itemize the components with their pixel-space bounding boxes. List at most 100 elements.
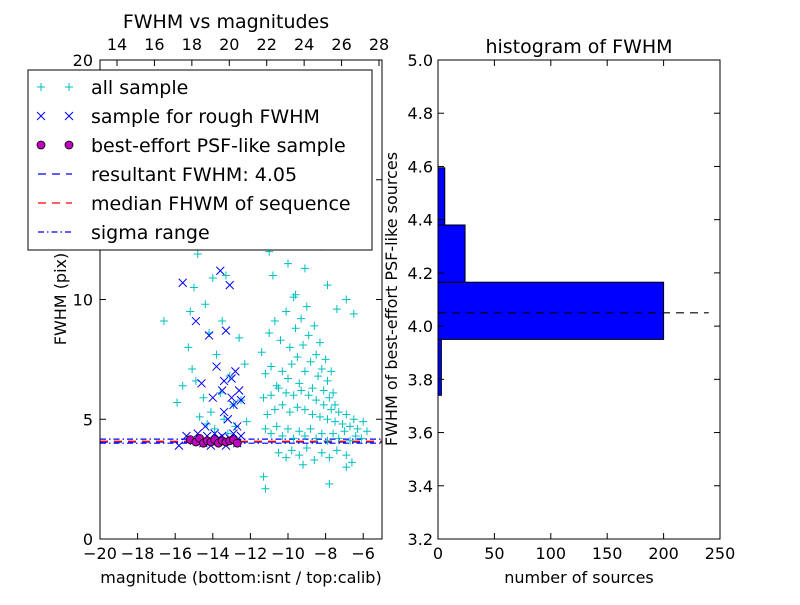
histogram-x-tick-label-3: 150 [592,544,623,563]
scatter-point-s0-6 [193,249,202,258]
scatter-point-s0-63 [291,324,300,333]
scatter-point-s0-2 [178,381,187,390]
legend-label-1: sample for rough FWHM [91,106,320,128]
scatter-point-s0-71 [306,357,315,366]
scatter-point-s0-92 [285,408,294,417]
scatter-top-tick-label-3: 20 [219,35,239,54]
scatter-point-s1-9 [219,407,229,417]
scatter-point-s0-61 [287,360,296,369]
scatter-point-s0-122 [312,434,321,443]
scatter-point-s0-115 [272,422,281,431]
scatter-point-s0-94 [293,403,302,412]
scatter-x-tick-label-6: −8 [314,544,338,563]
scatter-point-s0-46 [323,281,332,290]
scatter-point-s1-13 [227,374,236,383]
scatter-point-s0-49 [349,309,358,318]
scatter-point-s0-8 [201,300,210,309]
scatter-point-s0-56 [276,336,285,345]
legend-label-0: all sample [91,77,188,99]
legend-marker-1-a [36,111,46,121]
scatter-point-s0-0 [159,317,168,326]
scatter-x-tick-label-0: −20 [83,544,117,563]
scatter-point-s0-1 [173,398,182,407]
histogram-x-tick-label-2: 100 [536,544,567,563]
scatter-point-s0-24 [210,424,219,433]
legend-marker-0-b [65,83,73,91]
histogram-y-tick-label-6: 4.4 [408,211,433,230]
scatter-point-s0-113 [261,424,270,433]
scatter-point-s0-68 [300,367,309,376]
histogram-bar-0 [438,338,442,396]
scatter-point-s1-7 [215,266,225,276]
scatter-point-s0-106 [338,420,347,429]
scatter-point-s0-54 [270,317,279,326]
legend-label-4: median FHWM of sequence [91,193,351,215]
scatter-point-s0-67 [299,341,308,350]
scatter-top-tick-label-4: 22 [257,35,277,54]
scatter-point-s0-117 [284,424,292,433]
scatter-y-tick-label-1: 5 [83,410,93,429]
scatter-legend: all sample sample for rough FWHM best-effo… [27,69,373,251]
scatter-point-s0-95 [297,386,306,395]
scatter-point-s0-136 [310,455,319,464]
scatter-panel: FWHM vs magnitudes −20 −18 −16 −14 −12 −10 −8−… [27,11,389,587]
scatter-point-s0-75 [314,372,323,381]
histogram-y-tick-label-2: 3.6 [408,424,433,443]
scatter-point-s1-2 [197,378,206,388]
scatter-point-s0-60 [285,343,294,352]
scatter-point-s0-118 [289,434,298,443]
histogram-axes-frame [437,59,721,540]
histogram-y-tick-label-3: 3.8 [408,370,433,389]
scatter-point-s1-1 [191,316,201,326]
scatter-x-tick-label-3: −14 [196,544,230,563]
scatter-point-s0-100 [315,412,324,421]
scatter-point-s0-127 [340,427,349,436]
scatter-point-s0-103 [327,405,336,414]
histogram-bar-1 [438,281,665,340]
scatter-point-s0-129 [351,432,360,441]
scatter-point-s0-141 [347,458,356,467]
scatter-point-s0-135 [302,443,311,452]
scatter-point-s0-140 [342,451,351,460]
scatter-point-s0-137 [317,448,326,457]
scatter-y-label: FWHM (pix) [51,253,70,346]
histogram-x-ticks: 0 50 100 150 200 250 [433,60,735,563]
scatter-y-tick-label-4: 20 [73,51,93,70]
scatter-point-s1-4 [204,331,214,340]
scatter-point-s0-48 [342,295,351,304]
legend-box [27,69,373,251]
scatter-point-s1-12 [225,280,235,290]
histogram-y-ticks: 3.2 3.4 3.6 3.8 4.0 4.2 4.4 4.6 4.8 5.0 [408,51,720,549]
scatter-point-s0-90 [278,400,287,409]
scatter-point-s1-20 [219,376,229,386]
scatter-point-s0-82 [327,367,336,376]
scatter-x-label: magnitude (bottom:isnt / top:calib) [100,568,381,587]
scatter-point-s0-23 [206,408,215,417]
scatter-point-s0-87 [267,391,276,400]
scatter-point-s0-145 [325,479,334,488]
histogram-y-tick-label-9: 5.0 [408,51,433,70]
scatter-point-s0-108 [346,422,355,431]
histogram-x-tick-label-4: 200 [648,544,679,563]
scatter-top-tick-label-5: 24 [294,35,314,54]
scatter-point-s0-72 [308,384,317,393]
scatter-point-s1-21 [174,441,184,450]
scatter-point-s0-126 [334,434,343,443]
scatter-point-s0-53 [267,362,276,371]
scatter-point-s0-5 [190,283,198,292]
scatter-point-s0-47 [332,305,341,314]
legend-marker-0-a [37,83,45,91]
scatter-point-s0-109 [349,415,358,424]
scatter-point-s0-98 [308,410,317,419]
legend-label-3: resultant FWHM: 4.05 [91,164,297,186]
scatter-point-s0-86 [263,410,272,419]
scatter-x-ticks: −20 −18 −16 −14 −12 −10 −8 −6 [83,533,375,563]
scatter-x-tick-label-7: −6 [351,544,375,563]
scatter-top-tick-label-0: 14 [107,35,127,54]
scatter-point-s0-16 [235,333,244,342]
scatter-point-s0-116 [278,432,287,441]
scatter-point-s0-30 [242,417,251,426]
scatter-point-s0-4 [186,307,195,316]
scatter-top-tick-label-2: 18 [182,35,202,54]
